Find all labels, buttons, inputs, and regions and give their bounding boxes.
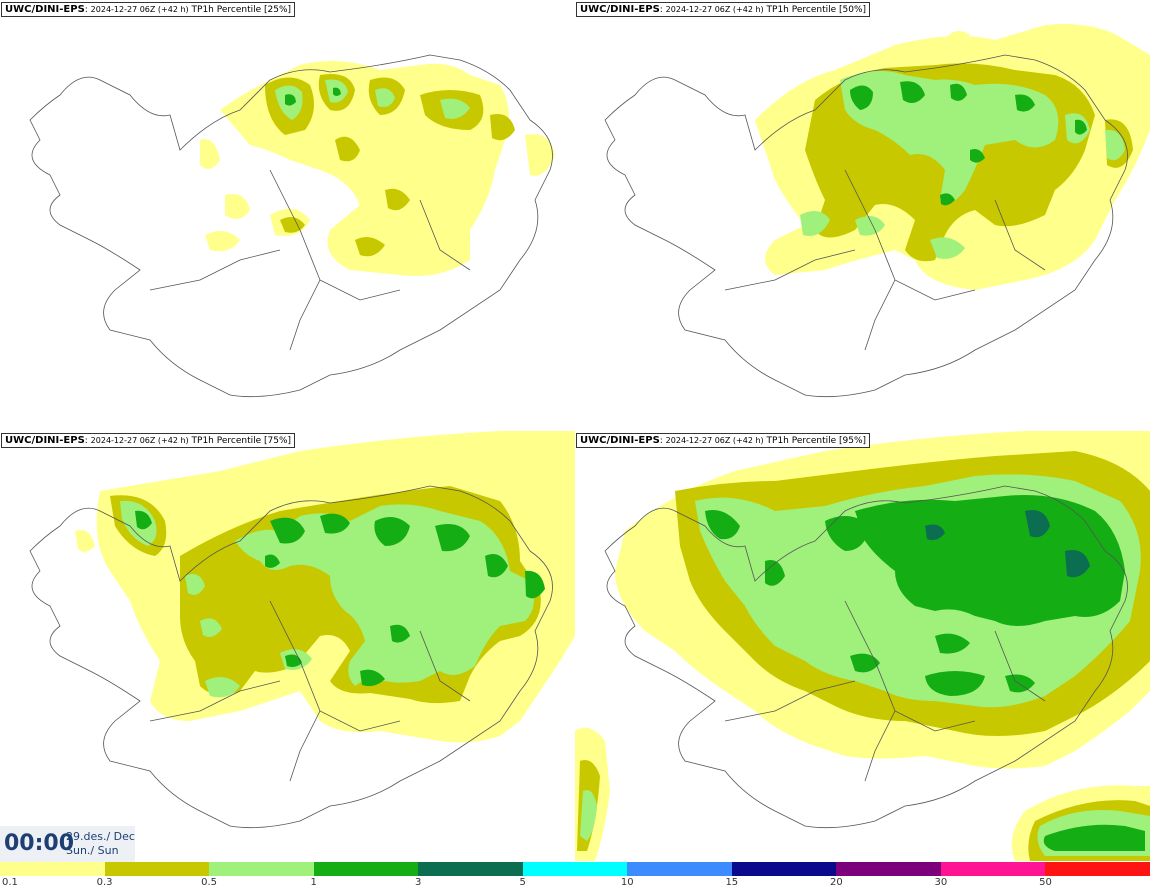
model-name: UWC/DINI-EPS xyxy=(5,435,85,446)
panel-title: UWC/DINI-EPS: 2024-12-27 06Z (+42 h) TP1… xyxy=(576,2,871,17)
precip-field xyxy=(200,61,555,276)
parameter-label: TP1h Percentile [50%] xyxy=(766,5,867,15)
precip-field xyxy=(75,431,575,743)
colorbar-tick-label: 0.5 xyxy=(201,877,218,888)
panel-title: UWC/DINI-EPS: 2024-12-27 06Z (+42 h) TP1… xyxy=(1,433,296,448)
colorbar-ticks: 0.1 0.3 0.5 1 3 5 10 15 20 30 50 xyxy=(0,877,1150,891)
panel-title: UWC/DINI-EPS: 2024-12-27 06Z (+42 h) TP1… xyxy=(1,2,296,17)
precipitation-map xyxy=(604,24,1150,398)
model-name: UWC/DINI-EPS xyxy=(5,4,85,15)
colorbar-swatch xyxy=(627,862,732,876)
colorbar-tick-label: 20 xyxy=(829,877,843,888)
colorbar-tick-label: 10 xyxy=(620,877,634,888)
run-time: 2024-12-27 06Z (+42 h) xyxy=(90,5,189,14)
colorbar-tick-label: 5 xyxy=(519,877,526,888)
colorbar-swatch xyxy=(522,862,628,876)
parameter-label: TP1h Percentile [25%] xyxy=(191,5,292,15)
colorbar-swatch xyxy=(940,862,1046,876)
coastline xyxy=(29,54,553,398)
run-time: 2024-12-27 06Z (+42 h) xyxy=(665,436,764,445)
colorbar-tick-label: 30 xyxy=(934,877,948,888)
precip-field xyxy=(755,24,1150,290)
coastline xyxy=(604,485,1128,829)
precip-field xyxy=(575,431,1150,861)
colorbar-tick-label: 15 xyxy=(725,877,739,888)
colorbar-legend: 0.1 0.3 0.5 1 3 5 10 15 20 30 50 xyxy=(0,862,1150,891)
map-panel-p75: UWC/DINI-EPS: 2024-12-27 06Z (+42 h) TP1… xyxy=(0,431,575,861)
colorbar-swatch xyxy=(1045,862,1150,876)
colorbar-swatch xyxy=(313,862,419,876)
parameter-label: TP1h Percentile [75%] xyxy=(191,436,292,446)
colorbar-swatch xyxy=(836,862,941,876)
run-time: 2024-12-27 06Z (+42 h) xyxy=(90,436,189,445)
colorbar-tick-label: 1 xyxy=(310,877,317,888)
colorbar-swatch xyxy=(418,862,523,876)
colorbar-swatch xyxy=(209,862,314,876)
colorbar-swatch xyxy=(731,862,837,876)
model-name: UWC/DINI-EPS xyxy=(580,435,660,446)
valid-date: 29.des./ Dec xyxy=(66,830,135,843)
parameter-label: TP1h Percentile [95%] xyxy=(766,436,867,446)
map-panel-p25: UWC/DINI-EPS: 2024-12-27 06Z (+42 h) TP1… xyxy=(0,0,575,430)
panel-title: UWC/DINI-EPS: 2024-12-27 06Z (+42 h) TP1… xyxy=(576,433,871,448)
map-panel-p95: UWC/DINI-EPS: 2024-12-27 06Z (+42 h) TP1… xyxy=(575,431,1150,861)
colorbar-swatch xyxy=(0,862,105,876)
colorbar-tick-label: 0.3 xyxy=(96,877,113,888)
precipitation-map xyxy=(575,431,1150,861)
run-time: 2024-12-27 06Z (+42 h) xyxy=(665,5,764,14)
valid-time-clock: 00:00 xyxy=(4,831,75,856)
model-name: UWC/DINI-EPS xyxy=(580,4,660,15)
colorbar-tick-label: 50 xyxy=(1039,877,1052,888)
valid-time-date: 29.des./ Dec Sun./ Sun xyxy=(66,830,135,858)
coastline xyxy=(604,54,1128,398)
coastline xyxy=(29,485,553,829)
valid-day: Sun./ Sun xyxy=(66,844,119,857)
colorbar-tick-label: 3 xyxy=(414,877,422,888)
colorbar-swatches xyxy=(0,862,1150,876)
colorbar-tick-label: 0.1 xyxy=(2,877,18,888)
map-panel-p50: UWC/DINI-EPS: 2024-12-27 06Z (+42 h) TP1… xyxy=(575,0,1150,430)
valid-time-box: 00:00 29.des./ Dec Sun./ Sun xyxy=(0,826,135,862)
colorbar-swatch xyxy=(104,862,210,876)
precipitation-map xyxy=(29,431,575,829)
precipitation-map xyxy=(29,54,555,398)
